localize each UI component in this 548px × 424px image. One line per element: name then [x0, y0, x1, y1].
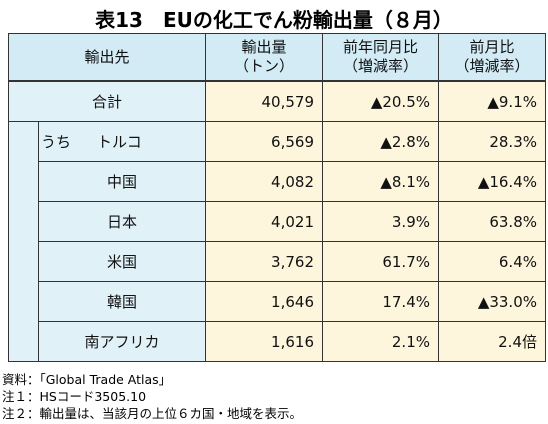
data-cell: ▲16.4% [438, 161, 546, 202]
row-label-text: 南アフリカ [84, 333, 160, 351]
data-cell: 3,762 [205, 241, 323, 282]
header-cell: 輸出先 [8, 33, 206, 81]
header-text: （増減率） [342, 57, 418, 75]
header-text: 輸出量 [241, 38, 287, 56]
data-cell: 6,569 [205, 121, 323, 162]
row-label: 合計 [8, 81, 206, 122]
row-label: うち トルコ [38, 121, 206, 162]
data-cell: 1,616 [205, 321, 323, 362]
indent-cell [8, 121, 39, 362]
note: 資料：「Global Trade Atlas」 [2, 372, 172, 387]
row-label-text: トルコ [97, 133, 142, 151]
data-cell: ▲2.8% [322, 121, 439, 162]
row-label: 日本 [38, 201, 206, 242]
row-label-text: 中国 [106, 173, 137, 191]
data-cell: 17.4% [322, 281, 439, 322]
data-cell: 6.4% [438, 241, 546, 282]
data-cell: 4,021 [205, 201, 323, 242]
header-cell: 前月比 （増減率） [438, 33, 546, 81]
header-text: （増減率） [454, 57, 530, 75]
title: 表13 EUの化工でん粉輸出量（８月） [95, 8, 453, 32]
row-label-text: 合計 [91, 93, 122, 111]
data-cell: 2.1% [322, 321, 439, 362]
data-cell: ▲9.1% [438, 81, 546, 122]
data-cell: 40,579 [205, 81, 323, 122]
data-cell: ▲20.5% [322, 81, 439, 122]
header-text: （トン） [233, 57, 294, 75]
row-label: 米国 [38, 241, 206, 282]
data-cell: 2.4倍 [438, 321, 546, 362]
note: 注２：輸出量は、当該月の上位６カ国・地域を表示。 [2, 406, 303, 421]
row-label: 中国 [38, 161, 206, 202]
header-cell: 前年同月比 （増減率） [322, 33, 439, 81]
data-cell: 63.8% [438, 201, 546, 242]
header-cell: 輸出量 （トン） [205, 33, 323, 81]
row-label-text: 米国 [106, 253, 137, 271]
row-label: 韓国 [38, 281, 206, 322]
header-text: 前年同月比 [342, 38, 418, 56]
data-cell: ▲33.0% [438, 281, 546, 322]
data-cell: 28.3% [438, 121, 546, 162]
data-cell: ▲8.1% [322, 161, 439, 202]
data-cell: 61.7% [322, 241, 439, 282]
row-label-text: 日本 [106, 213, 137, 231]
group-label: うち [41, 133, 72, 151]
data-cell: 4,082 [205, 161, 323, 202]
row-label-text: 韓国 [106, 293, 137, 311]
header-text: 輸出先 [84, 47, 130, 66]
data-cell: 1,646 [205, 281, 323, 322]
row-label: 南アフリカ [38, 321, 206, 362]
header-text: 前月比 [469, 38, 515, 56]
data-cell: 3.9% [322, 201, 439, 242]
note: 注１：HSコード3505.10 [2, 389, 147, 404]
